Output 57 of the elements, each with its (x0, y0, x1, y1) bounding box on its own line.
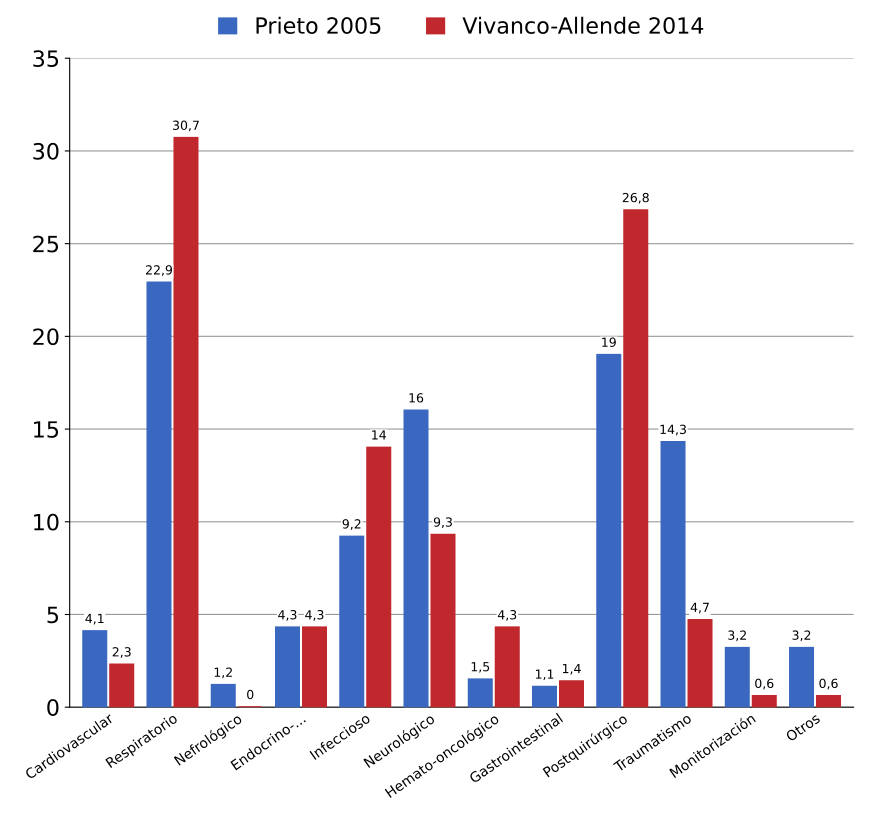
data-label: 1,1 (536, 670, 554, 680)
bar (109, 664, 134, 708)
bar (210, 684, 236, 708)
y-tick-label: 5 (48, 606, 58, 624)
data-label: 4,3 (278, 610, 296, 621)
bar (724, 646, 750, 708)
data-label: 22,9 (146, 265, 172, 276)
bar (468, 678, 493, 708)
bar (752, 695, 777, 708)
bar (532, 686, 558, 708)
data-label: 4,3 (498, 610, 516, 621)
data-label: 1,5 (472, 662, 490, 673)
bar (274, 626, 300, 708)
bar (789, 646, 814, 708)
data-label: 9,3 (434, 517, 452, 528)
bar (403, 409, 429, 708)
data-label: 14,3 (660, 424, 686, 436)
data-label: 4,3 (305, 610, 324, 621)
data-label: 1,2 (214, 668, 232, 678)
legend-label: Prieto 2005 (256, 16, 380, 34)
bar (660, 441, 686, 708)
data-label: 26,8 (622, 192, 649, 204)
data-label: 0,6 (819, 678, 838, 690)
bar (339, 536, 364, 708)
data-label: 3,2 (728, 630, 746, 642)
y-tick-label: 30 (33, 142, 58, 160)
data-label: 19 (602, 337, 616, 347)
bar (623, 209, 648, 708)
data-label: 0,6 (755, 678, 774, 690)
bar (82, 630, 108, 708)
data-label: 3,2 (792, 630, 810, 642)
bar (430, 534, 456, 708)
bar (596, 354, 622, 708)
y-tick-label: 25 (33, 236, 58, 252)
data-label: 14 (372, 430, 386, 440)
bar (688, 619, 713, 708)
data-label: 9,2 (342, 519, 360, 530)
data-label: 30,7 (173, 120, 199, 132)
bar (302, 626, 327, 708)
bar (494, 626, 520, 708)
bar (816, 695, 842, 708)
data-label: 16 (409, 393, 424, 403)
y-tick-label: 10 (34, 514, 58, 531)
bar (146, 282, 172, 708)
bar (558, 680, 584, 708)
bar (173, 136, 198, 708)
y-tick-label: 0 (47, 699, 58, 716)
data-label: 4,1 (85, 614, 104, 624)
y-tick-label: 15 (34, 421, 58, 438)
data-label: 2,3 (112, 647, 131, 658)
data-label: 1,4 (562, 664, 581, 675)
data-label: 0 (247, 690, 254, 700)
y-tick-label: 35 (33, 50, 58, 67)
bar (366, 446, 392, 708)
legend-label: Vivanco-Allende 2014 (462, 16, 704, 34)
data-label: 4,7 (690, 602, 709, 614)
y-tick-label: 20 (33, 328, 58, 346)
